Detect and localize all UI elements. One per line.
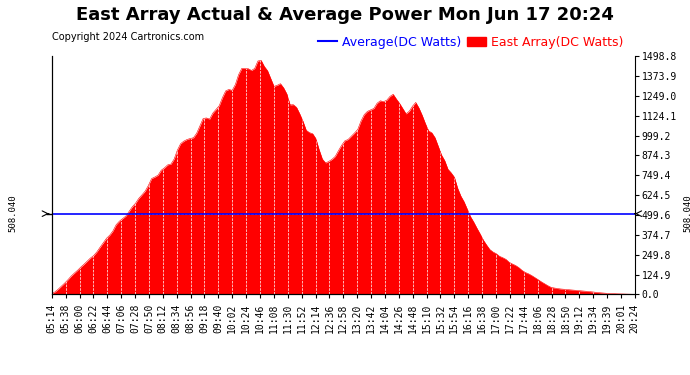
Text: 508.040: 508.040 [8, 195, 17, 232]
Text: East Array Actual & Average Power Mon Jun 17 20:24: East Array Actual & Average Power Mon Ju… [76, 6, 614, 24]
Text: Copyright 2024 Cartronics.com: Copyright 2024 Cartronics.com [52, 32, 204, 42]
Text: 508.040: 508.040 [683, 195, 690, 232]
Legend: Average(DC Watts), East Array(DC Watts): Average(DC Watts), East Array(DC Watts) [313, 31, 629, 54]
